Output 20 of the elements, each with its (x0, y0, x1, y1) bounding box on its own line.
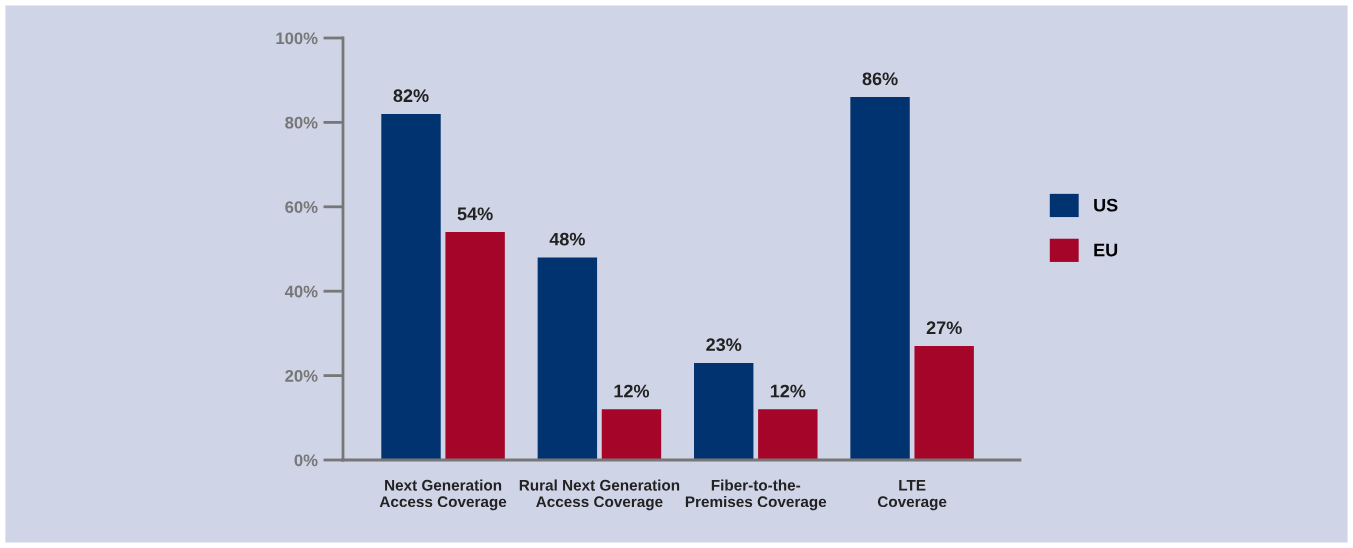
y-tick-label: 20% (285, 370, 318, 382)
data-label: 48% (549, 232, 585, 246)
legend-label: US (1094, 198, 1118, 212)
x-tick-label: Rural Next Generation Access Coverage (519, 479, 680, 511)
data-label: 23% (706, 338, 742, 352)
y-tick-label: 80% (285, 116, 318, 129)
data-label: 12% (614, 384, 650, 398)
x-tick-label: Next Generation Access Coverage (379, 479, 507, 511)
legend-label: EU (1094, 243, 1118, 257)
x-tick-label: LTE Coverage (877, 480, 947, 511)
x-tick-label: Fiber-to-the- Premises Coverage (685, 479, 827, 511)
data-label: 54% (457, 207, 493, 221)
y-tick-label: 60% (285, 201, 318, 213)
data-label: 86% (862, 72, 898, 86)
data-label: 82% (393, 89, 429, 103)
y-tick-label: 40% (284, 285, 318, 298)
y-tick-label: 100% (276, 32, 318, 45)
data-label: 27% (926, 321, 962, 335)
data-label: 12% (770, 384, 806, 398)
y-tick-label: 0% (294, 454, 318, 467)
